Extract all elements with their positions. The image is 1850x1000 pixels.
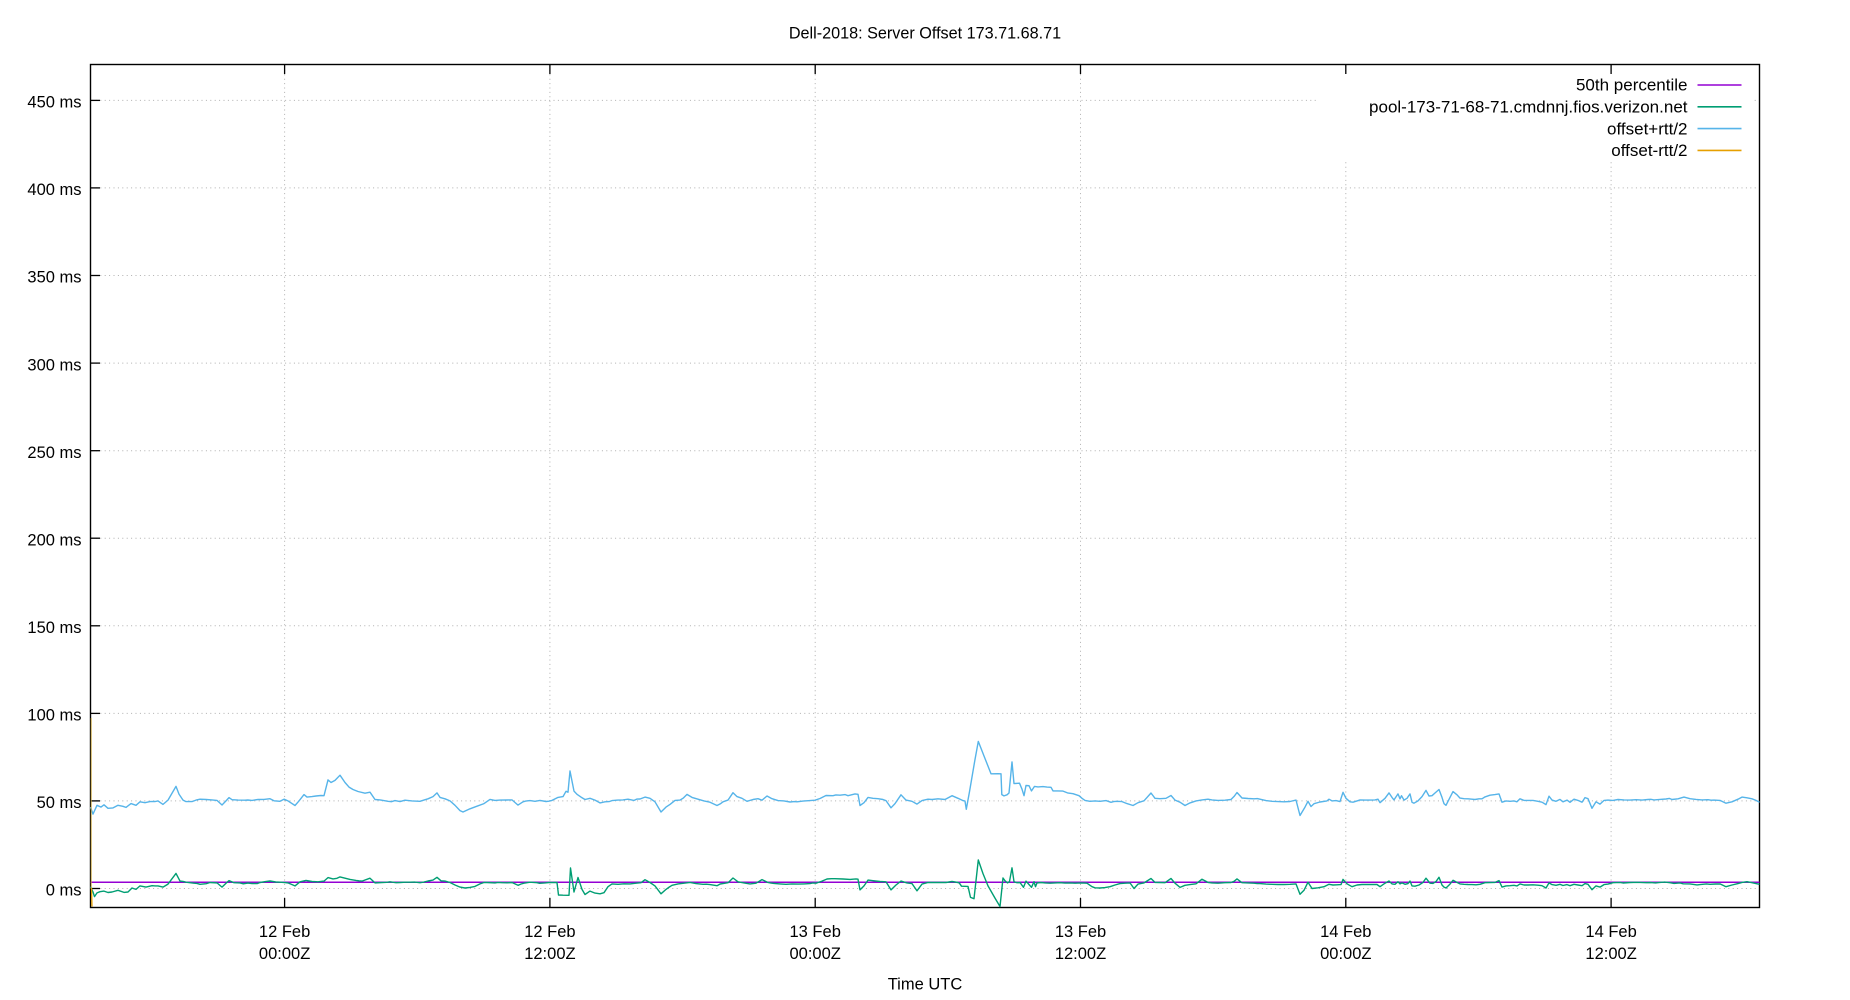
svg-text:14 Feb: 14 Feb [1585,923,1636,941]
svg-text:00:00Z: 00:00Z [259,945,310,963]
svg-text:300 ms: 300 ms [27,356,81,374]
svg-text:100 ms: 100 ms [27,707,81,725]
svg-text:12 Feb: 12 Feb [524,923,575,941]
svg-text:12:00Z: 12:00Z [1055,945,1106,963]
svg-text:150 ms: 150 ms [27,619,81,637]
svg-text:00:00Z: 00:00Z [790,945,841,963]
svg-text:350 ms: 350 ms [27,269,81,287]
svg-text:450 ms: 450 ms [27,94,81,112]
svg-text:Time UTC: Time UTC [888,976,963,994]
svg-text:200 ms: 200 ms [27,531,81,549]
svg-text:12 Feb: 12 Feb [259,923,310,941]
svg-text:13 Feb: 13 Feb [1055,923,1106,941]
svg-text:14 Feb: 14 Feb [1320,923,1371,941]
svg-text:offset+rtt/2: offset+rtt/2 [1607,119,1687,138]
svg-text:13 Feb: 13 Feb [790,923,841,941]
svg-text:pool-173-71-68-71.cmdnnj.fios.: pool-173-71-68-71.cmdnnj.fios.verizon.ne… [1369,98,1688,117]
svg-text:50 ms: 50 ms [37,794,82,812]
svg-text:offset-rtt/2: offset-rtt/2 [1611,141,1687,160]
svg-text:50th percentile: 50th percentile [1576,76,1688,95]
svg-text:Dell-2018: Server Offset 173.7: Dell-2018: Server Offset 173.71.68.71 [789,25,1061,43]
svg-text:00:00Z: 00:00Z [1320,945,1371,963]
svg-text:12:00Z: 12:00Z [524,945,575,963]
svg-text:400 ms: 400 ms [27,181,81,199]
svg-text:250 ms: 250 ms [27,444,81,462]
svg-text:12:00Z: 12:00Z [1585,945,1636,963]
svg-text:0 ms: 0 ms [46,882,82,900]
